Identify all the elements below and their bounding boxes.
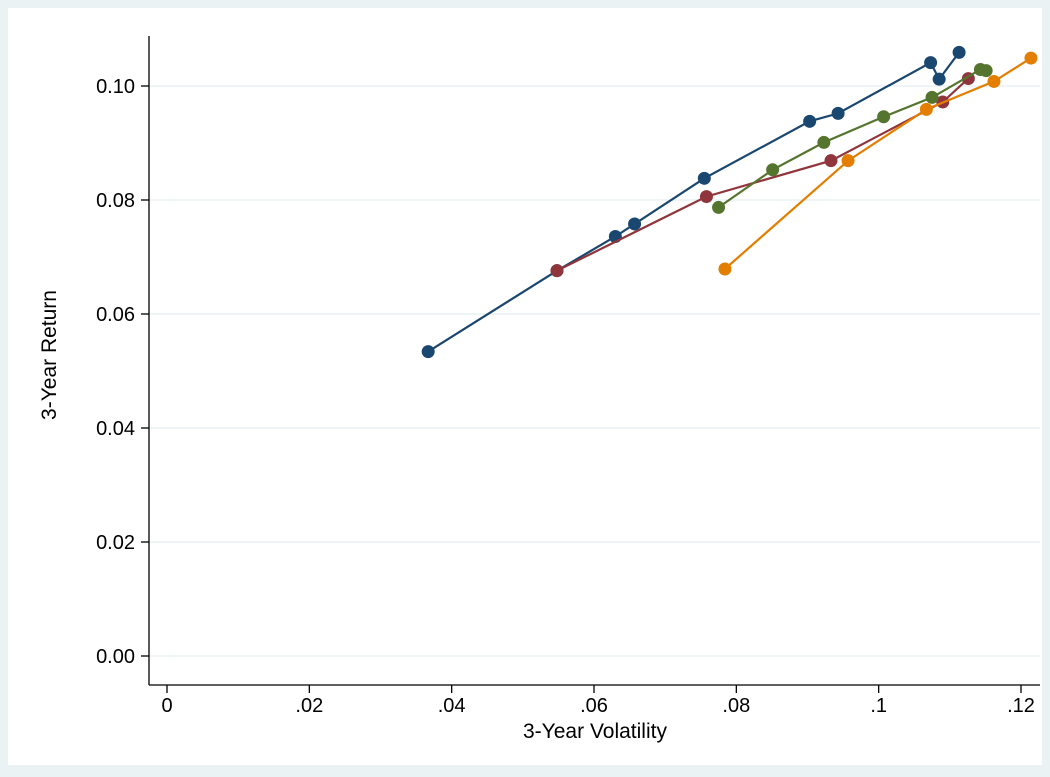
series-group bbox=[421, 45, 1038, 359]
data-point bbox=[952, 45, 966, 59]
data-point bbox=[697, 171, 711, 185]
x-tick-label: 0 bbox=[161, 695, 172, 717]
data-point bbox=[421, 345, 435, 359]
data-point bbox=[877, 110, 891, 124]
y-tick-label: 0.04 bbox=[96, 418, 135, 440]
data-point bbox=[803, 114, 817, 128]
data-point bbox=[919, 102, 933, 116]
data-point bbox=[699, 190, 713, 204]
series-4 bbox=[718, 51, 1038, 276]
x-tick-label: .04 bbox=[438, 695, 466, 717]
y-tick-label: 0.02 bbox=[96, 532, 135, 554]
y-tick-label: 0.06 bbox=[96, 304, 135, 326]
x-tick-label: .02 bbox=[295, 695, 323, 717]
series-line bbox=[427, 51, 960, 353]
y-tick-label: 0.08 bbox=[96, 190, 135, 212]
y-axis-label: 3-Year Return bbox=[38, 290, 61, 420]
data-point bbox=[1024, 51, 1038, 65]
data-point bbox=[987, 74, 1001, 88]
data-point bbox=[550, 264, 564, 278]
y-tick-label: 0.10 bbox=[96, 76, 135, 98]
x-tick-label: .08 bbox=[722, 695, 750, 717]
x-tick-label: .1 bbox=[870, 695, 887, 717]
data-point bbox=[766, 163, 780, 177]
axes: 0.000.020.040.060.080.100.02.04.06.08.1.… bbox=[96, 36, 1040, 717]
y-tick-label: 0.00 bbox=[96, 646, 135, 668]
plot-area bbox=[8, 8, 1042, 765]
data-point bbox=[979, 64, 993, 78]
series-3 bbox=[712, 62, 993, 214]
x-tick-label: .12 bbox=[1007, 695, 1035, 717]
data-point bbox=[718, 262, 732, 276]
data-point bbox=[824, 154, 838, 168]
data-point bbox=[925, 90, 939, 104]
x-axis-label: 3-Year Volatility bbox=[523, 720, 667, 743]
data-point bbox=[924, 56, 938, 70]
data-point bbox=[841, 154, 855, 168]
data-point bbox=[831, 106, 845, 120]
data-point bbox=[932, 72, 946, 86]
gridlines bbox=[149, 85, 1040, 657]
data-point bbox=[817, 135, 831, 149]
data-point bbox=[712, 200, 726, 214]
data-point bbox=[628, 217, 642, 231]
x-tick-label: .06 bbox=[580, 695, 608, 717]
